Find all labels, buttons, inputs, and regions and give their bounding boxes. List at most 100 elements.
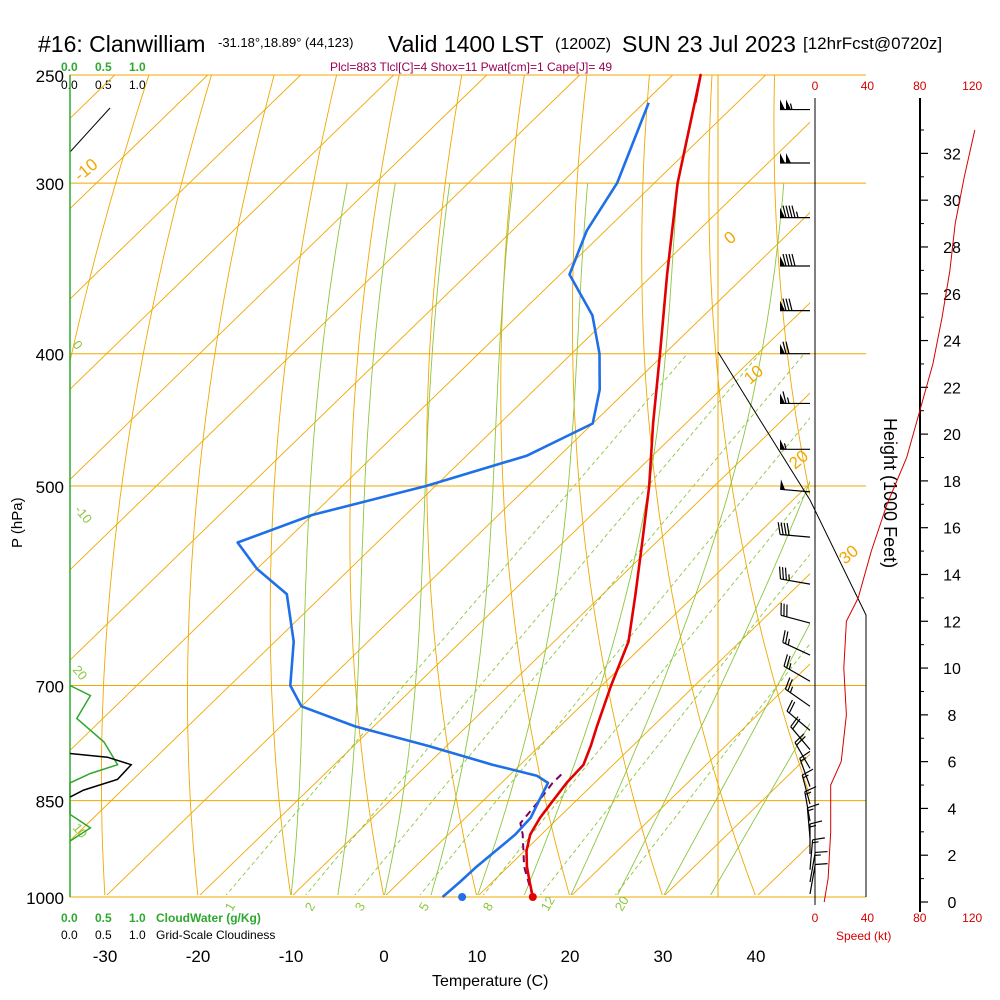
temperature-tick-label: -10 [279, 947, 304, 966]
cloudiness-trace [69, 752, 133, 798]
barb-full [796, 735, 806, 746]
moist-adiabat-line [337, 183, 396, 895]
barb-flag [780, 153, 785, 164]
height-tick-label: 0 [948, 895, 957, 912]
barb-full [782, 341, 787, 354]
speed-tick-label-top: 0 [812, 79, 819, 93]
cloudwater-scale-top-2: 1.0 [129, 60, 146, 74]
dry-adiabat-line [500, 75, 570, 895]
barb-half [795, 211, 799, 218]
barb-full [812, 837, 825, 841]
wind-barb [780, 341, 810, 355]
wind-barb [809, 850, 828, 883]
barb-full [783, 522, 787, 536]
boundary-line [717, 351, 867, 897]
pressure-tick-label: 700 [36, 678, 64, 697]
barb-full [784, 567, 787, 581]
wind-barb [809, 863, 828, 895]
barb-staff [780, 533, 811, 538]
dry-adiabat-label: 10 [740, 361, 767, 388]
mixing-ratio-line [539, 553, 810, 895]
wind-barb [780, 205, 810, 219]
height-tick-label: 14 [943, 567, 961, 584]
cloudiness-scale-bottom-0: 0.0 [61, 928, 78, 942]
barb-flag [780, 300, 785, 311]
pressure-tick-label: 500 [36, 478, 64, 497]
barb-half [800, 757, 807, 762]
barb-staff [801, 774, 811, 805]
barb-staff [780, 614, 811, 624]
barb-full [788, 253, 793, 267]
pressure-tick-label: 400 [36, 346, 64, 365]
dry-adiabat-line [773, 75, 810, 498]
barb-full [788, 701, 796, 714]
dry-adiabat-line [426, 75, 477, 895]
dry-adiabat-line [100, 75, 212, 895]
mixing-ratio-label: 2 [302, 900, 319, 914]
barb-full [809, 820, 823, 825]
speed-tick-label-top: 80 [913, 79, 927, 93]
wind-barb [780, 99, 810, 111]
dry-adiabat-label: 20 [785, 446, 812, 473]
height-tick-label: 6 [948, 755, 957, 772]
moist-adiabat-label: 20 [70, 662, 91, 683]
barb-full [815, 850, 828, 854]
barb-staff [783, 665, 811, 682]
cloudiness-label: Grid-Scale Cloudiness [156, 928, 275, 942]
barb-half [789, 686, 794, 693]
barb-full [794, 733, 805, 743]
barb-full [786, 522, 790, 536]
barb-staff [799, 758, 811, 787]
barb-staff [785, 688, 811, 707]
isotherm-line [478, 573, 810, 895]
dry-adiabat-label: 0 [720, 227, 739, 248]
height-tick-label: 24 [943, 334, 961, 351]
pressure-tick-label: 1000 [26, 889, 64, 908]
dry-adiabat-label: -10 [70, 155, 101, 185]
title-coords: -31.18°,18.89° (44,123) [218, 35, 353, 50]
mixing-ratio-label: 3 [352, 900, 369, 914]
height-tick-label: 10 [943, 661, 961, 678]
isotherm-line [70, 75, 487, 481]
barb-full [785, 341, 790, 354]
height-tick-label: 12 [943, 614, 961, 631]
barb-half [787, 638, 791, 646]
cloudwater-scale-top-1: 0.5 [95, 60, 112, 74]
barb-half [788, 663, 792, 670]
surface-dewpoint-point [458, 893, 467, 901]
height-tick-label: 8 [948, 708, 957, 725]
x-axis-title: Temperature (C) [432, 973, 548, 990]
isotherm-line [70, 75, 394, 390]
sounding-profiles [236, 73, 702, 901]
barb-flag [780, 393, 785, 404]
speed-tick-label-bottom: 80 [913, 911, 927, 925]
stability-params: Plcl=883 Tlcl[C]=4 Shox=11 Pwat[cm]=1 Ca… [330, 60, 612, 74]
dry-adiabat-line [708, 75, 810, 797]
dry-adiabat-line [641, 75, 756, 895]
wind-barb [780, 298, 810, 312]
barb-staff [790, 726, 811, 751]
y-axis-title: P (hPa) [9, 497, 26, 548]
dry-adiabat-line [571, 75, 663, 895]
pressure-tick-label: 250 [36, 67, 64, 86]
barb-full [791, 205, 796, 218]
cloudwater-scale-bottom-1: 0.5 [95, 911, 112, 925]
barb-full [786, 655, 791, 668]
barb-full [787, 679, 793, 692]
moist-adiabat-line [384, 183, 451, 895]
wind-barb [784, 677, 811, 707]
cloudwater-label: CloudWater (g/Kg) [156, 911, 261, 925]
barb-staff [804, 791, 811, 822]
mixing-ratio-line [354, 353, 805, 895]
mixing-ratio-label: 5 [416, 900, 433, 914]
dry-adiabat-line [187, 75, 275, 895]
temperature-tick-label: 40 [747, 947, 766, 966]
title-utc: (1200Z) [555, 36, 611, 53]
barb-full [785, 205, 790, 218]
wind-speed-trace [823, 129, 976, 903]
barb-staff [794, 742, 811, 769]
wind-barb [777, 522, 811, 538]
